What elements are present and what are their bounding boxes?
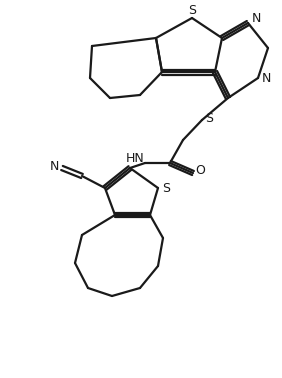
Text: S: S xyxy=(188,3,196,17)
Text: N: N xyxy=(261,71,271,85)
Text: O: O xyxy=(195,164,205,178)
Text: N: N xyxy=(49,160,59,172)
Text: S: S xyxy=(205,112,213,124)
Text: HN: HN xyxy=(125,152,144,164)
Text: N: N xyxy=(251,11,261,25)
Text: S: S xyxy=(162,181,170,195)
